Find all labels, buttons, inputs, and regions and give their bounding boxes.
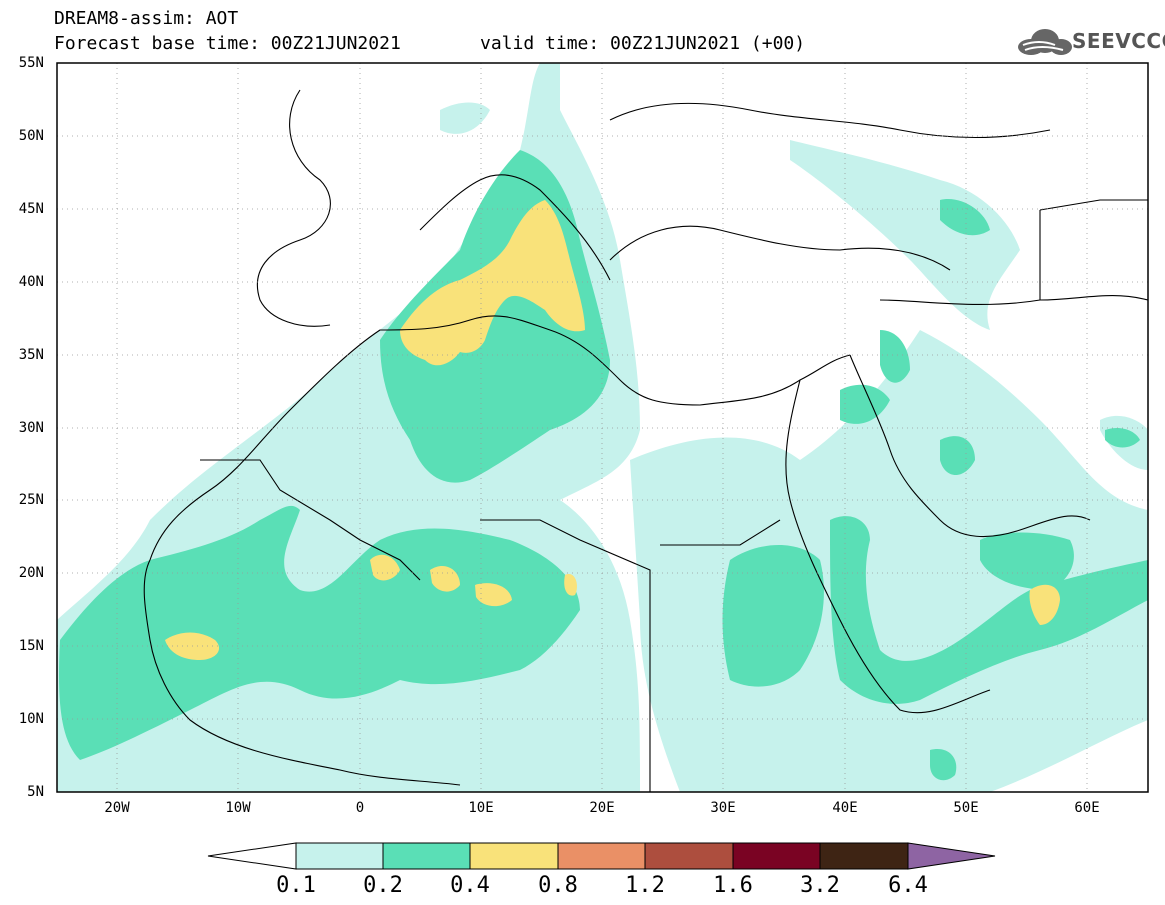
colorbar-bin-6 [732, 842, 821, 870]
lon-label: 20W [104, 800, 130, 816]
lon-label: 60E [1074, 800, 1100, 816]
lat-label: 40N [18, 274, 44, 290]
lon-label: 10W [225, 800, 251, 816]
graticule [57, 63, 1148, 792]
colorbar-bin-7 [819, 842, 909, 870]
forecast-base-time: Forecast base time: 00Z21JUN2021 [54, 33, 401, 54]
lon-label: 40E [832, 800, 858, 816]
lon-label: 10E [468, 800, 494, 816]
colorbar-bin-4 [557, 842, 646, 870]
colorbar-extend-high [907, 842, 996, 870]
colorbar-label: 0.1 [276, 873, 316, 898]
colorbar-label: 1.2 [625, 873, 665, 898]
valid-time: valid time: 00Z21JUN2021 (+00) [480, 33, 806, 54]
lat-label: 35N [18, 347, 44, 363]
aot-field [57, 63, 1148, 792]
colorbar-label: 0.4 [450, 873, 490, 898]
lat-label: 25N [18, 492, 44, 508]
cloud-logo-icon [1018, 29, 1072, 55]
lon-label: 20E [589, 800, 615, 816]
colorbar-label: 0.8 [538, 873, 578, 898]
lon-label: 30E [710, 800, 736, 816]
colorbar-bin-3 [469, 842, 559, 870]
lat-label: 55N [18, 55, 44, 71]
colorbar-label: 0.2 [363, 873, 403, 898]
map-title: DREAM8-assim: AOT [54, 8, 239, 29]
map-frame [56, 62, 1149, 793]
lon-label: 0 [355, 800, 365, 816]
colorbar-label: 3.2 [800, 873, 840, 898]
colorbar-bin-5 [644, 842, 734, 870]
colorbar-bin-1 [295, 842, 384, 870]
lat-label: 5N [27, 784, 44, 800]
colorbar-extend-low [207, 842, 297, 870]
lon-label: 50E [953, 800, 979, 816]
colorbar-bin-2 [382, 842, 471, 870]
colorbar-label: 1.6 [713, 873, 753, 898]
lat-label: 20N [18, 565, 44, 581]
lat-label: 50N [18, 128, 44, 144]
lat-label: 30N [18, 420, 44, 436]
lat-label: 15N [18, 638, 44, 654]
colorbar-label: 6.4 [888, 873, 928, 898]
logo-text: SEEVCCC [1072, 29, 1165, 53]
colorbar [207, 842, 996, 870]
lat-label: 45N [18, 201, 44, 217]
lat-label: 10N [18, 711, 44, 727]
